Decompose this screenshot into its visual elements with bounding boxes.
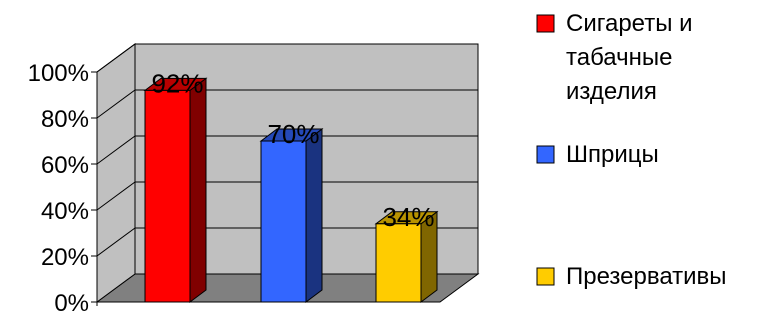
data-label-1: 92% [151,68,203,98]
bar-2-side [305,128,323,303]
gridline-side-2 [96,181,136,211]
legend-swatch-1 [536,14,555,33]
bar-1 [143,77,208,303]
legend-label-1-line-2: табачные [566,44,672,71]
y-tick-label-2: 40% [41,198,89,225]
legend: Сигареты и табачные изделия Шприцы Презерват… [536,10,727,290]
legend-label-1-line-3: изделия [566,78,657,105]
data-labels: 92% 70% 34% [151,68,434,231]
legend-swatch-2 [536,145,555,164]
y-tick-label-1: 20% [41,244,89,271]
legend-label-2-line-1: Шприцы [566,141,659,168]
y-axis: 0% 20% 40% 60% 80% 100% [28,60,98,317]
chart-side-wall [96,43,136,303]
bar-2-front [260,140,307,303]
data-label-2: 70% [267,119,319,149]
chart-bars [143,77,439,303]
legend-label-3-line-1: Презервативы [566,263,727,290]
y-tick-label-4: 80% [41,106,89,133]
bar-1-side [189,77,207,303]
legend-item-3: Презервативы [536,263,727,290]
gridline-side-4 [96,89,136,119]
bar-1-front [144,89,191,303]
bar-3 [374,210,439,303]
y-tick-label-0: 0% [54,290,89,317]
bar-3-front [375,223,422,303]
legend-item-1: Сигареты и табачные изделия [536,10,693,105]
gridline-side-1 [96,227,136,257]
legend-swatch-3 [536,267,555,286]
legend-label-1-line-1: Сигареты и [566,10,693,37]
gridline-side-5 [96,43,136,73]
data-label-3: 34% [382,202,434,232]
y-tick-label-5: 100% [28,60,89,87]
gridline-side-3 [96,135,136,165]
bar-2 [259,128,324,303]
legend-item-2: Шприцы [536,141,659,168]
y-tick-label-3: 60% [41,152,89,179]
